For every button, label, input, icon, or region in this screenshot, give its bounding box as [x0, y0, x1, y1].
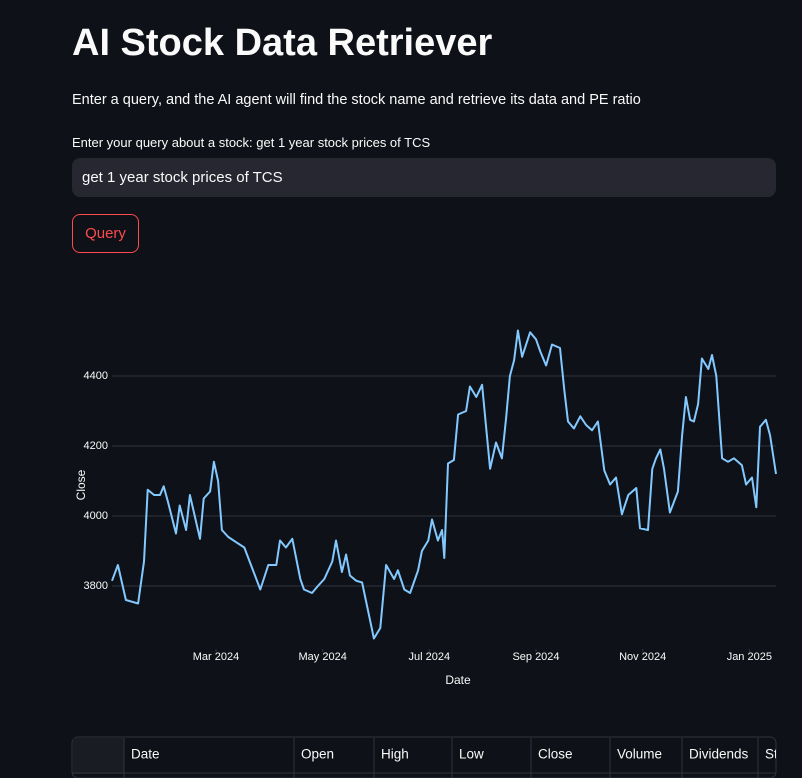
subtitle: Enter a query, and the AI agent will fin… — [72, 92, 641, 108]
table-frame — [71, 736, 777, 778]
page-title: AI Stock Data Retriever — [72, 22, 493, 64]
y-tick-label: 4400 — [84, 370, 108, 382]
table-index-header — [73, 738, 124, 774]
table-column-header: Date — [131, 747, 160, 762]
y-tick-label: 4200 — [84, 440, 108, 452]
table-column-header: Volume — [617, 747, 662, 762]
query-button[interactable]: Query — [72, 214, 139, 253]
y-tick-label: 3800 — [84, 580, 108, 592]
x-tick-label: Jan 2025 — [727, 651, 772, 663]
x-tick-label: Mar 2024 — [193, 651, 239, 663]
x-tick-label: Nov 2024 — [619, 651, 666, 663]
x-tick-label: May 2024 — [299, 651, 347, 663]
table-column-header: Close — [538, 747, 573, 762]
query-input[interactable]: get 1 year stock prices of TCS — [72, 158, 776, 197]
table-column-header: Low — [459, 747, 484, 762]
price-line — [111, 329, 777, 640]
table-column-header: Dividends — [689, 747, 749, 762]
x-tick-label: Sep 2024 — [512, 651, 559, 663]
x-tick-label: Jul 2024 — [409, 651, 451, 663]
table-column-header: High — [381, 747, 409, 762]
input-label: Enter your query about a stock: get 1 ye… — [72, 135, 431, 150]
y-axis-label: Close — [74, 469, 88, 500]
x-axis-label: Date — [445, 673, 471, 687]
y-tick-label: 4000 — [84, 510, 108, 522]
table-column-header: Open — [301, 747, 334, 762]
table-column-header: Stock Splits — [765, 747, 802, 762]
